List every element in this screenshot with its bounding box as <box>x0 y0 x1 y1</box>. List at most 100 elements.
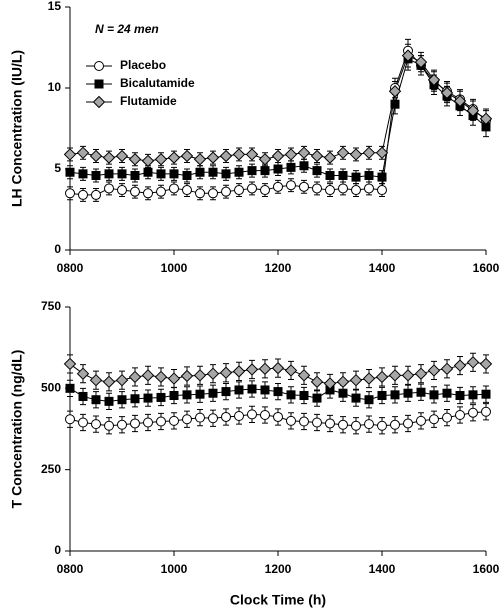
marker <box>351 420 361 431</box>
marker <box>338 419 348 430</box>
marker <box>260 166 270 176</box>
marker <box>65 167 75 177</box>
marker <box>167 151 181 164</box>
marker <box>481 406 491 417</box>
y-tick-label: 250 <box>41 462 61 476</box>
marker <box>154 153 168 166</box>
marker <box>219 366 233 379</box>
marker <box>336 146 350 160</box>
marker <box>221 186 231 197</box>
marker <box>351 185 361 196</box>
marker <box>232 365 246 378</box>
marker <box>325 418 335 429</box>
marker <box>273 164 283 174</box>
marker <box>154 370 168 384</box>
marker <box>130 186 140 197</box>
marker <box>104 420 114 431</box>
marker <box>208 188 218 199</box>
marker <box>466 104 480 117</box>
marker <box>91 395 101 405</box>
marker <box>260 385 270 395</box>
marker <box>130 418 140 429</box>
marker <box>104 183 114 194</box>
marker <box>364 395 374 405</box>
marker <box>479 357 493 371</box>
marker <box>312 417 322 428</box>
marker <box>221 387 231 397</box>
marker <box>115 373 129 387</box>
marker <box>442 412 452 423</box>
marker <box>468 390 478 400</box>
marker <box>299 390 309 400</box>
marker <box>76 367 90 380</box>
marker <box>234 385 244 395</box>
marker <box>388 369 402 382</box>
marker <box>390 99 400 109</box>
marker <box>232 148 246 161</box>
marker <box>260 185 270 196</box>
marker <box>169 169 179 179</box>
marker <box>219 149 233 163</box>
marker <box>130 170 140 180</box>
marker <box>273 411 283 422</box>
marker <box>479 112 493 125</box>
marker <box>416 387 426 397</box>
marker <box>193 153 207 166</box>
marker <box>286 415 296 426</box>
marker <box>390 390 400 400</box>
marker <box>349 373 363 387</box>
marker <box>468 407 478 418</box>
marker <box>401 49 415 62</box>
marker <box>206 151 220 164</box>
marker <box>180 369 194 383</box>
annotation: N = 24 men <box>95 22 159 36</box>
marker <box>195 412 205 423</box>
marker <box>362 146 376 160</box>
marker <box>117 395 127 405</box>
x-tick-label: 1400 <box>369 562 396 576</box>
marker <box>65 414 75 425</box>
marker <box>182 414 192 425</box>
marker <box>234 167 244 177</box>
marker <box>221 411 231 422</box>
x-tick-label: 0800 <box>57 261 84 275</box>
marker <box>297 369 311 382</box>
marker <box>208 167 218 177</box>
marker <box>104 169 114 179</box>
marker <box>364 183 374 194</box>
x-tick-label: 1200 <box>265 562 292 576</box>
marker <box>247 409 257 420</box>
marker <box>377 172 387 182</box>
marker <box>182 390 192 400</box>
marker <box>94 79 104 89</box>
marker <box>377 390 387 400</box>
marker <box>247 183 257 194</box>
marker <box>414 367 428 380</box>
marker <box>169 183 179 194</box>
marker <box>260 410 270 421</box>
marker <box>195 389 205 399</box>
marker <box>284 364 298 377</box>
legend-label: Placebo <box>120 58 166 72</box>
x-tick-label: 1200 <box>265 261 292 275</box>
marker <box>364 170 374 180</box>
marker <box>299 181 309 192</box>
marker <box>403 388 413 398</box>
marker <box>312 166 322 176</box>
marker <box>245 148 259 161</box>
marker <box>338 388 348 398</box>
marker <box>390 419 400 430</box>
marker <box>221 169 231 179</box>
marker <box>338 170 348 180</box>
marker <box>273 181 283 192</box>
marker <box>247 384 257 394</box>
marker <box>128 153 142 166</box>
marker <box>92 95 106 109</box>
marker <box>89 373 103 387</box>
marker <box>143 167 153 177</box>
marker <box>258 153 272 166</box>
marker <box>156 392 166 402</box>
marker <box>234 410 244 421</box>
marker <box>273 387 283 397</box>
